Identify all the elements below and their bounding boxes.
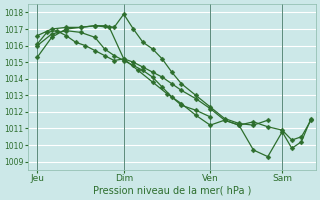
- X-axis label: Pression niveau de la mer( hPa ): Pression niveau de la mer( hPa ): [92, 186, 251, 196]
